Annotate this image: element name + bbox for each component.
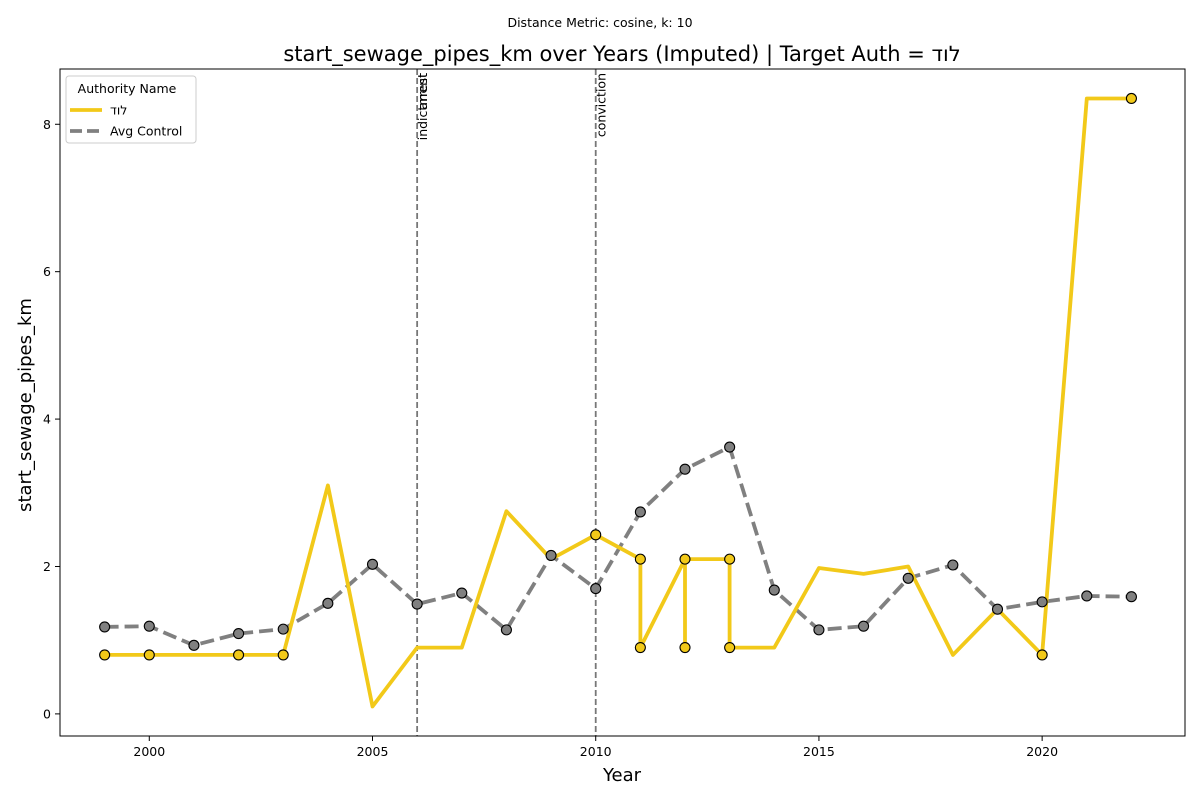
x-tick-label: 2015 xyxy=(803,744,835,759)
axes: 2000 2005 2010 2015 2020 0 2 4 6 8 xyxy=(43,68,1186,759)
data-point-target xyxy=(634,642,646,654)
data-point-target xyxy=(590,529,602,541)
data-point-control xyxy=(991,603,1004,615)
x-tick-label: 2005 xyxy=(357,744,389,759)
data-point-target xyxy=(99,649,111,661)
y-axis-label: start_sewage_pipes_km xyxy=(15,298,36,512)
x-tick-label: 2020 xyxy=(1026,744,1058,759)
data-point-control xyxy=(634,506,646,518)
data-point-target xyxy=(724,553,736,565)
x-tick-label: 2000 xyxy=(133,744,165,759)
data-point-control xyxy=(322,597,334,609)
y-tick-label: 4 xyxy=(43,412,51,427)
x-axis-label: Year xyxy=(602,765,642,786)
data-point-target xyxy=(277,649,289,661)
data-point-control xyxy=(858,620,870,632)
y-tick-label: 0 xyxy=(43,706,51,721)
legend-box xyxy=(65,75,197,144)
event-label: arrest xyxy=(415,73,430,110)
data-point-control xyxy=(1081,590,1093,602)
data-point-control xyxy=(545,549,557,561)
data-point-target xyxy=(679,553,691,565)
data-point-target xyxy=(724,642,736,654)
chart-subtitle: Distance Metric: cosine, k: 10 xyxy=(507,15,692,30)
data-point-control xyxy=(143,620,155,632)
data-point-control xyxy=(233,628,245,640)
data-point-control xyxy=(679,463,691,475)
data-point-target xyxy=(233,649,245,661)
data-point-control xyxy=(1036,596,1048,608)
event-label: indictment xyxy=(415,73,430,140)
legend-entry: Avg Control xyxy=(110,124,182,139)
data-point-control xyxy=(768,584,780,596)
x-tick-label: 2010 xyxy=(580,744,612,759)
plot-frame xyxy=(59,68,1186,737)
chart-title: start_sewage_pipes_km over Years (Impute… xyxy=(283,42,960,67)
data-point-control xyxy=(902,572,914,584)
y-tick-label: 8 xyxy=(43,117,51,132)
data-point-target xyxy=(1125,92,1137,105)
data-point-control xyxy=(366,558,379,570)
data-point-control xyxy=(813,624,825,636)
data-point-control xyxy=(1125,591,1137,603)
y-tick-label: 6 xyxy=(43,264,51,279)
data-point-control xyxy=(277,623,289,635)
series-line-control xyxy=(104,445,1132,648)
series-line-target xyxy=(104,96,1132,709)
data-point-control xyxy=(188,639,200,651)
data-point-target xyxy=(679,642,691,654)
data-point-control xyxy=(500,624,512,636)
legend-entry: לוד xyxy=(110,103,127,118)
data-point-control xyxy=(99,621,111,633)
y-tick-label: 2 xyxy=(43,559,51,574)
data-point-target xyxy=(143,649,155,661)
data-point-target xyxy=(634,553,646,565)
legend: Authority Name לוד Avg Control xyxy=(65,75,197,144)
data-point-control xyxy=(456,587,468,599)
data-point-control xyxy=(590,583,602,595)
event-label: conviction xyxy=(594,73,609,137)
data-point-target xyxy=(1036,649,1048,661)
data-point-control xyxy=(411,598,423,610)
legend-title: Authority Name xyxy=(78,81,177,96)
data-point-control xyxy=(947,559,959,571)
data-point-control xyxy=(724,441,736,453)
